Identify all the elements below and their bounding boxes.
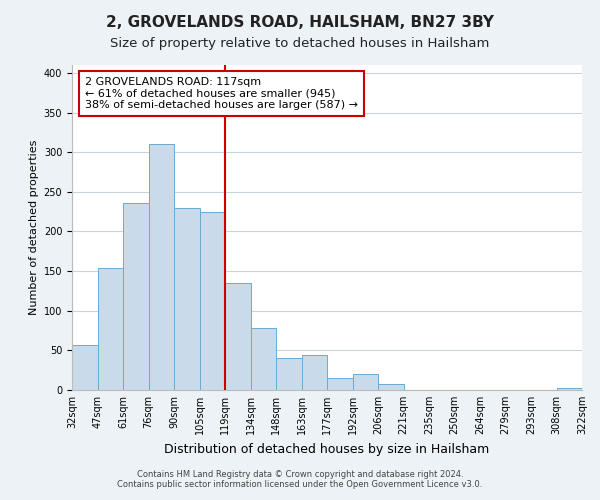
Bar [225,283,251,390]
Bar [302,355,327,390]
Y-axis label: Number of detached properties: Number of detached properties [29,140,40,315]
X-axis label: Distribution of detached houses by size in Hailsham: Distribution of detached houses by size … [164,442,490,456]
Text: Size of property relative to detached houses in Hailsham: Size of property relative to detached ho… [110,38,490,51]
Bar [378,384,404,390]
Text: 2 GROVELANDS ROAD: 117sqm
← 61% of detached houses are smaller (945)
38% of semi: 2 GROVELANDS ROAD: 117sqm ← 61% of detac… [85,77,358,110]
Bar [72,345,97,390]
Text: Contains HM Land Registry data © Crown copyright and database right 2024.
Contai: Contains HM Land Registry data © Crown c… [118,470,482,489]
Bar [557,388,582,390]
Bar [149,144,174,390]
Bar [327,378,353,390]
Bar [174,208,199,390]
Bar [276,358,302,390]
Text: 2, GROVELANDS ROAD, HAILSHAM, BN27 3BY: 2, GROVELANDS ROAD, HAILSHAM, BN27 3BY [106,15,494,30]
Bar [123,203,149,390]
Bar [251,328,276,390]
Bar [353,374,378,390]
Bar [97,268,123,390]
Bar [199,212,225,390]
